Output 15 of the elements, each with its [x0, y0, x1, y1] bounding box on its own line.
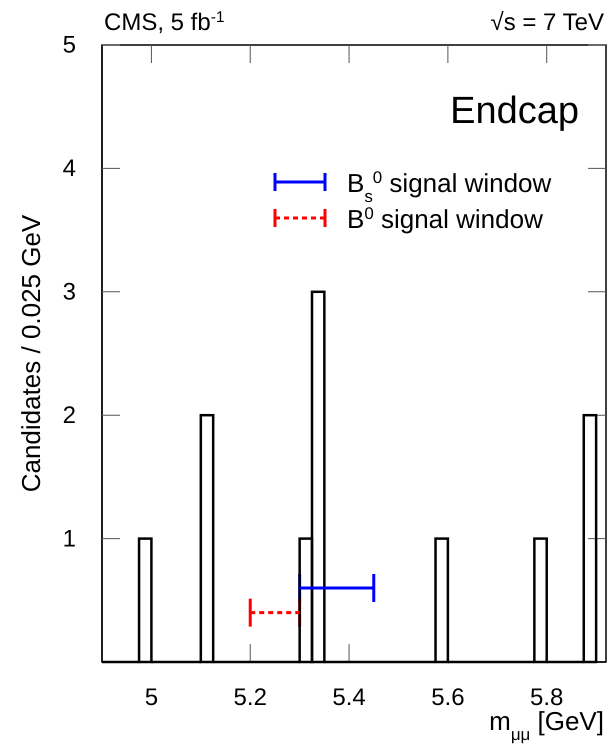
x-tick-label: 5.2 [234, 684, 267, 712]
x-tick-label: 5.4 [332, 684, 366, 712]
y-axis-title: Candidates / 0.025 GeV [16, 214, 46, 492]
y-tick-label: 1 [62, 525, 76, 552]
y-tick-label: 4 [62, 155, 76, 182]
x-tick-label: 5 [144, 684, 158, 712]
text: CMS, 5 fb$^{-1}$ [104, 8, 225, 36]
y-tick-label: 5 [62, 32, 76, 59]
text: √s = 7 TeV [490, 9, 604, 36]
legend-label: B$_{s}$$^{0}$ signal window [347, 168, 552, 206]
x-tick-label: 5.6 [431, 684, 465, 712]
y-tick-label: 2 [62, 402, 76, 429]
legend-label: B$^{0}$ signal window [347, 204, 544, 234]
annotation: Endcap [450, 90, 579, 132]
y-tick-label: 3 [62, 278, 76, 306]
